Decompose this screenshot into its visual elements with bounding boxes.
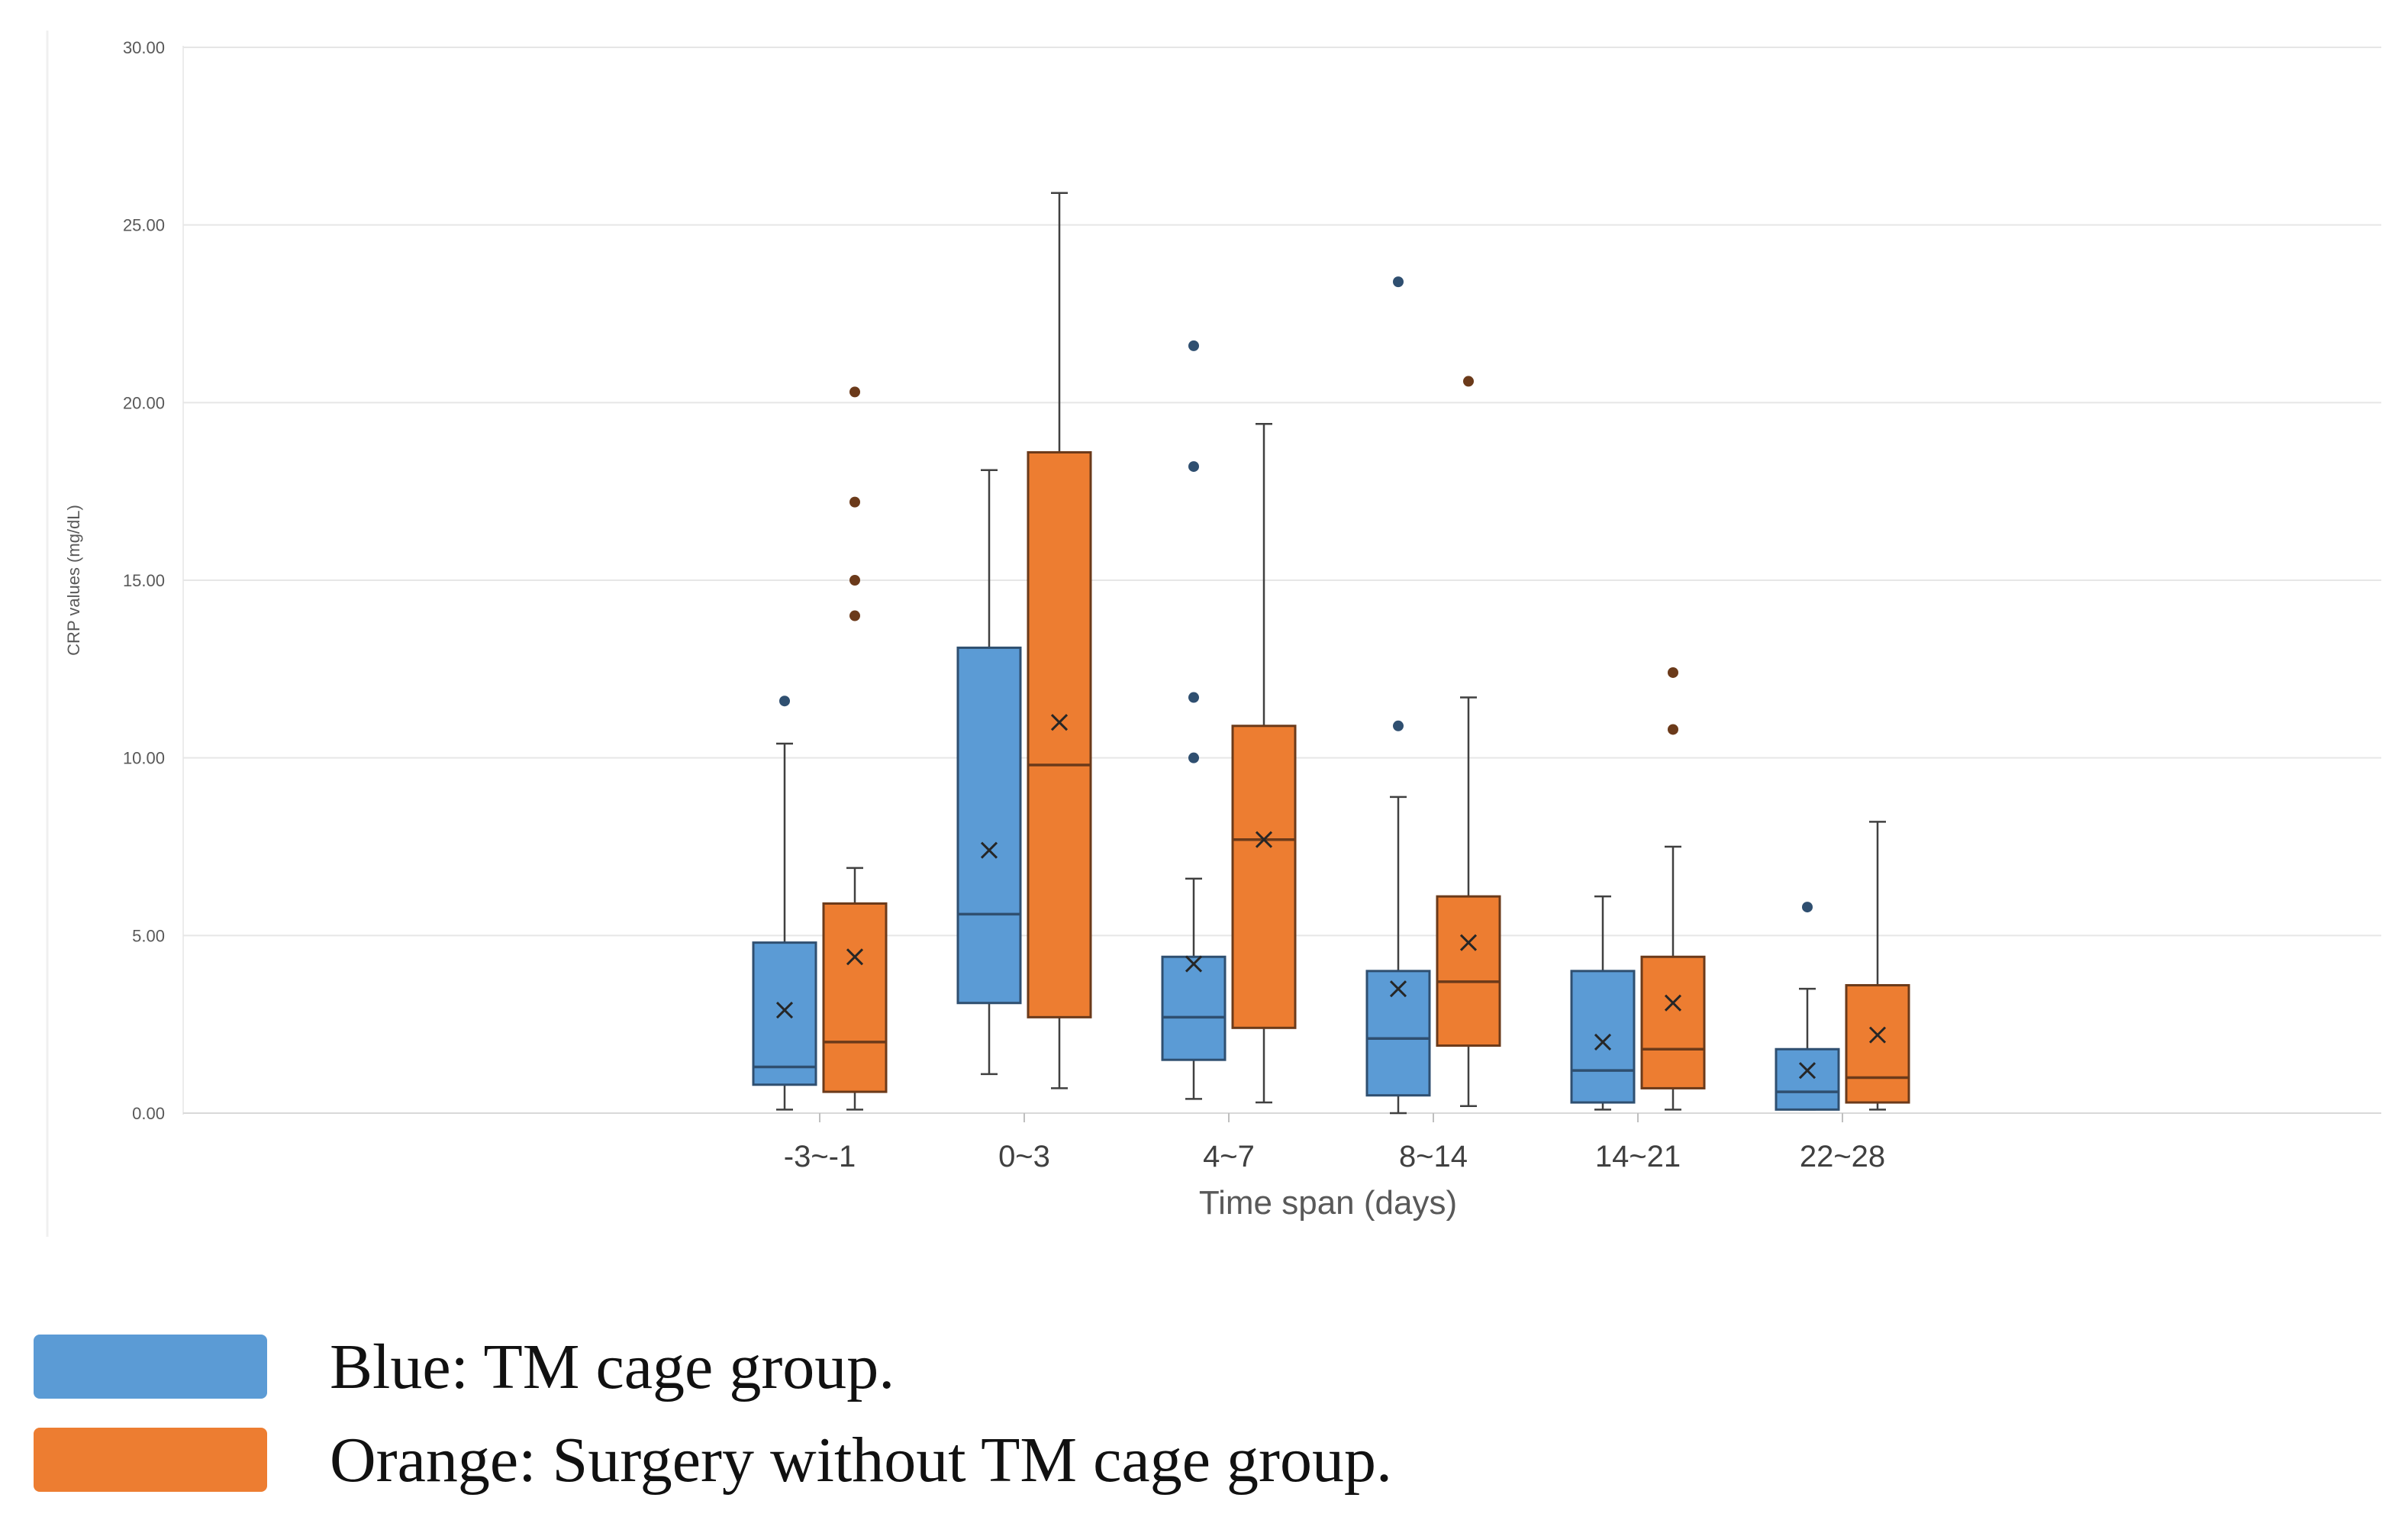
outlier-point (1668, 724, 1678, 735)
box-plot-item (822, 386, 888, 1111)
mean-marker (846, 948, 864, 966)
outlier-point (849, 575, 860, 586)
outlier-point (1393, 720, 1404, 731)
y-axis-title: CRP values (mg/dL) (64, 505, 83, 656)
x-axis-title: Time span (days) (1199, 1184, 1457, 1222)
outlier-point (1188, 461, 1199, 473)
box-iqr (822, 902, 888, 1093)
outlier-point (849, 610, 860, 621)
mean-marker (1594, 1033, 1612, 1051)
box-plot-item (752, 696, 817, 1111)
outlier-point (849, 386, 860, 398)
outlier-point (779, 696, 790, 707)
legend-item-orange: Orange: Surgery without TM cage group. (34, 1418, 1392, 1502)
box-plot-item (1436, 376, 1501, 1107)
mean-marker (1185, 955, 1203, 973)
y-tick-label: 5.00 (132, 926, 165, 945)
legend-swatch-blue (34, 1335, 267, 1399)
legend-text-blue: Blue: TM cage group. (330, 1331, 895, 1402)
box-plot-item (1775, 902, 1840, 1111)
box-plot-item (1231, 423, 1297, 1104)
box-iqr (1845, 983, 1910, 1104)
outlier-point (1188, 752, 1199, 763)
outlier-point (1802, 902, 1813, 913)
outlier-point (1393, 276, 1404, 288)
mean-marker (980, 841, 998, 859)
outlier-point (849, 496, 860, 508)
x-tick-label: 14~21 (1595, 1140, 1681, 1173)
box-iqr (1570, 970, 1636, 1104)
mean-marker (775, 1001, 794, 1019)
box-iqr (1640, 955, 1706, 1089)
mean-marker (1255, 831, 1273, 848)
legend: Blue: TM cage group. Orange: Surgery wit… (34, 1325, 1392, 1511)
x-tick-label: 22~28 (1800, 1140, 1885, 1173)
y-tick-label: 15.00 (123, 571, 165, 590)
box-plot-item (1640, 667, 1706, 1111)
box-plot-item (1570, 895, 1636, 1111)
box-iqr (1027, 450, 1092, 1018)
box-plot-item (1365, 276, 1431, 1115)
x-tick-label: 0~3 (998, 1140, 1050, 1173)
box-plot-item (1027, 192, 1092, 1089)
box-iqr (956, 646, 1022, 1005)
mean-marker (1664, 994, 1682, 1012)
box-plot-chart: 0.00 5.00 10.00 15.00 20.00 25.00 30.00 -3~-1 0… (46, 31, 2381, 1237)
mean-marker (1868, 1026, 1887, 1044)
legend-swatch-orange (34, 1428, 267, 1492)
y-tick-label: 25.00 (123, 216, 165, 235)
box-plot-item (1845, 821, 1910, 1111)
x-tick-label: -3~-1 (784, 1140, 856, 1173)
mean-marker (1050, 714, 1069, 731)
x-tick-label: 4~7 (1203, 1140, 1255, 1173)
mean-marker (1389, 980, 1407, 998)
box-iqr (1365, 970, 1431, 1097)
outlier-point (1188, 340, 1199, 351)
y-tick-label: 0.00 (132, 1104, 165, 1123)
y-tick-label: 10.00 (123, 749, 165, 768)
outlier-point (1668, 667, 1678, 678)
box-iqr (1436, 895, 1501, 1047)
x-tick-label: 8~14 (1399, 1140, 1468, 1173)
y-tick-label: 30.00 (123, 38, 165, 57)
box-iqr (1775, 1047, 1840, 1111)
box-iqr (1231, 725, 1297, 1029)
y-tick-label: 20.00 (123, 393, 165, 412)
outlier-point (1188, 692, 1199, 703)
outlier-point (1463, 376, 1474, 387)
legend-item-blue: Blue: TM cage group. (34, 1325, 1392, 1409)
box-plot-item (956, 469, 1022, 1076)
box-iqr (1161, 955, 1227, 1061)
mean-marker (1798, 1062, 1816, 1080)
legend-text-orange: Orange: Surgery without TM cage group. (330, 1424, 1392, 1496)
box-iqr (752, 941, 817, 1086)
mean-marker (1459, 934, 1478, 951)
box-plot-item (1161, 340, 1227, 1100)
